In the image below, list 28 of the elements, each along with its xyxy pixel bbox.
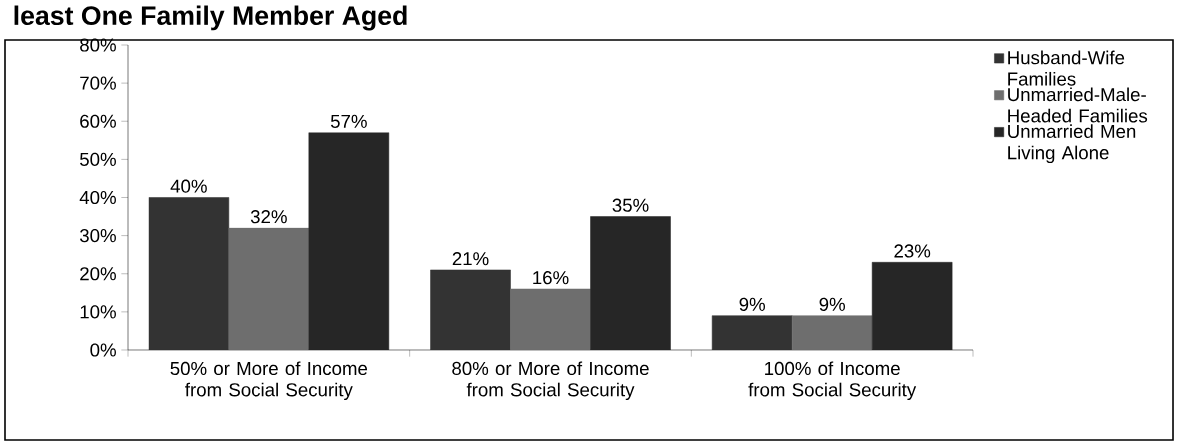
data-label: 9% bbox=[819, 297, 845, 311]
y-tick-label: 30% bbox=[79, 229, 116, 243]
data-label: 35% bbox=[612, 198, 649, 212]
data-label: 23% bbox=[894, 244, 931, 258]
data-label: 40% bbox=[170, 179, 207, 193]
bar bbox=[791, 315, 873, 350]
x-tick-label: 80% or More of Income from Social Security bbox=[452, 361, 649, 401]
y-tick-label: 10% bbox=[80, 305, 116, 319]
data-label: 21% bbox=[452, 252, 489, 266]
legend-label: Husband-Wife Families bbox=[1008, 50, 1125, 86]
chart-title: least One Family Member Aged bbox=[14, 5, 407, 31]
bar bbox=[510, 288, 591, 350]
y-tick-label: 80% bbox=[80, 38, 116, 52]
data-label: 32% bbox=[250, 210, 287, 224]
y-tick-label: 40% bbox=[79, 190, 116, 205]
bar bbox=[228, 227, 310, 350]
data-label: 16% bbox=[533, 271, 569, 285]
legend-label: Unmarried Men Living Alone bbox=[1008, 124, 1136, 164]
y-tick-label: 0% bbox=[90, 343, 116, 357]
y-tick-label: 20% bbox=[80, 267, 116, 281]
legend-label: Unmarried-Male-Headed Families bbox=[1008, 87, 1148, 123]
y-tick-label: 50% bbox=[80, 152, 116, 166]
x-tick-label: 50% or More of Income from Social Security bbox=[170, 361, 368, 401]
data-label: 9% bbox=[739, 297, 765, 311]
y-tick-label: 60% bbox=[80, 114, 116, 128]
data-label: 57% bbox=[330, 114, 367, 128]
y-tick-label: 70% bbox=[80, 76, 116, 90]
x-tick-label: 100% of Income from Social Security bbox=[748, 361, 917, 401]
